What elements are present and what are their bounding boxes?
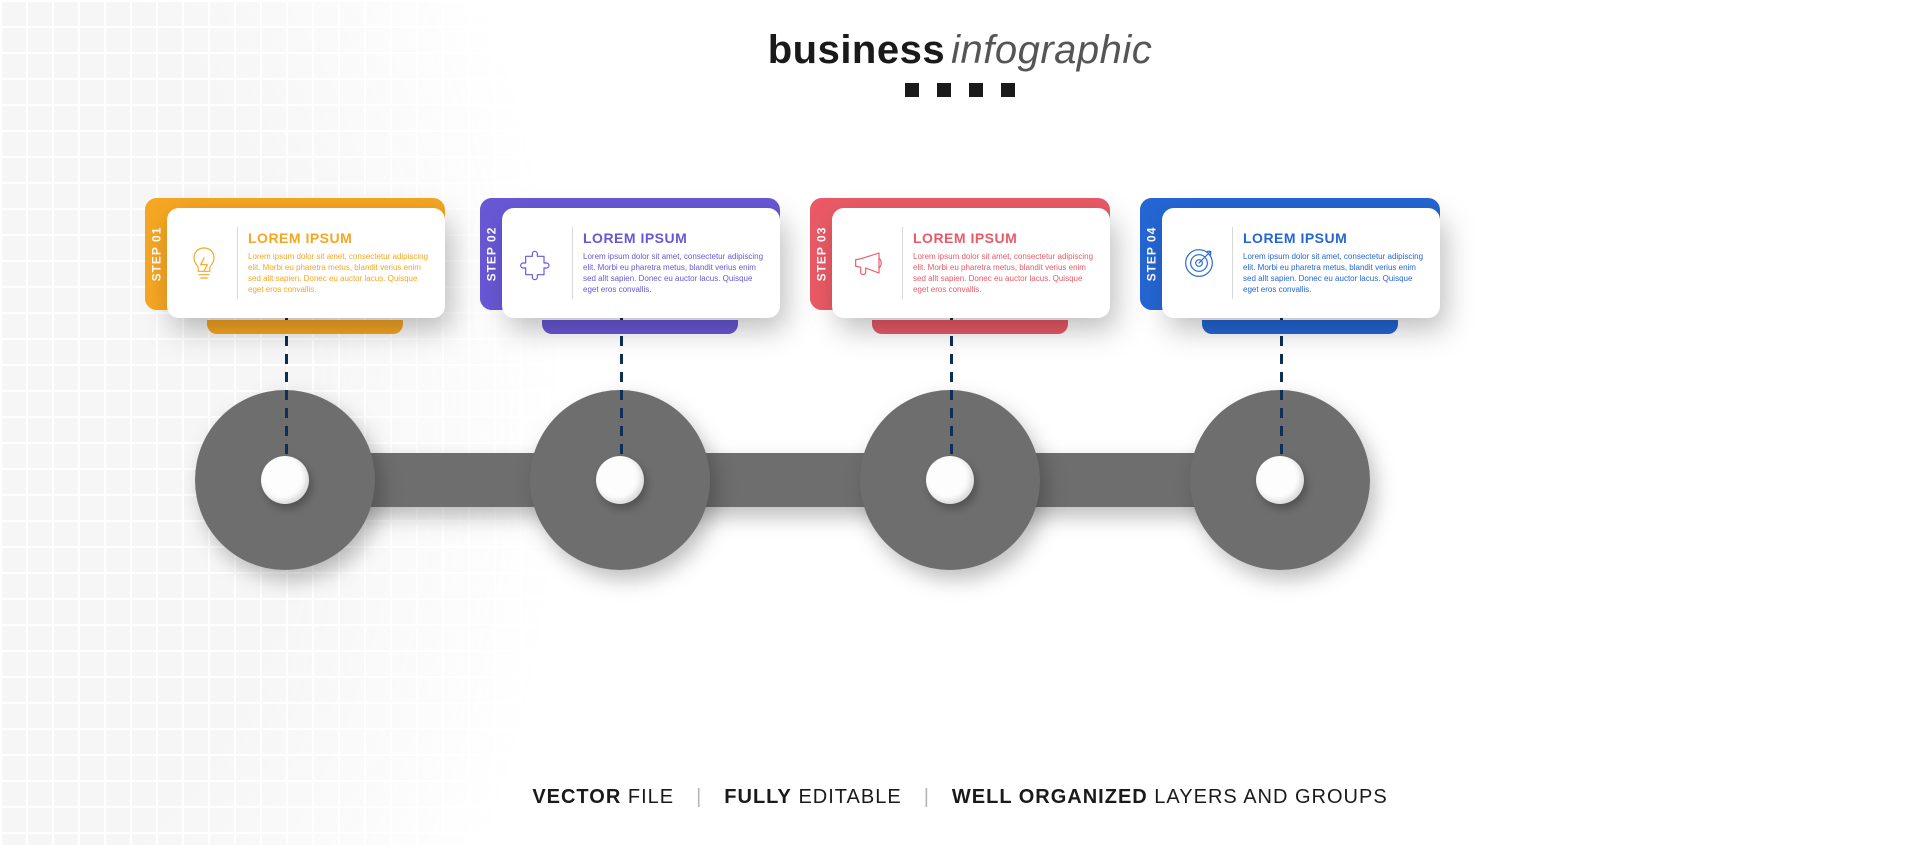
card-underline <box>207 320 403 334</box>
header-dot <box>905 83 919 97</box>
card-divider <box>1232 227 1233 299</box>
card-title: LOREM IPSUM <box>913 230 1096 246</box>
card-front: LOREM IPSUM Lorem ipsum dolor sit amet, c… <box>167 208 445 318</box>
card-title: LOREM IPSUM <box>1243 230 1426 246</box>
card-title: LOREM IPSUM <box>248 230 431 246</box>
step-tab: STEP 03 <box>810 198 832 310</box>
card-body: LOREM IPSUM Lorem ipsum dolor sit amet, c… <box>248 230 431 295</box>
card-body: LOREM IPSUM Lorem ipsum dolor sit amet, c… <box>913 230 1096 295</box>
card-title: LOREM IPSUM <box>583 230 766 246</box>
dash-line <box>1280 318 1283 456</box>
card-underline <box>542 320 738 334</box>
step-card: STEP 03 LOREM IPSUM Lorem ipsum dolor sit … <box>810 198 1110 326</box>
step-label: STEP 04 <box>1144 227 1158 282</box>
card-underline <box>872 320 1068 334</box>
infographic-canvas: businessinfographic STEP 01 LOREM IPSUM Lo… <box>0 0 1920 845</box>
puzzle-icon <box>512 243 566 283</box>
header-dot <box>1001 83 1015 97</box>
card-body: LOREM IPSUM Lorem ipsum dolor sit amet, c… <box>1243 230 1426 295</box>
header-dot <box>969 83 983 97</box>
step-tab: STEP 04 <box>1140 198 1162 310</box>
step-tab: STEP 02 <box>480 198 502 310</box>
track-node-dot <box>1256 456 1304 504</box>
step-tab: STEP 01 <box>145 198 167 310</box>
header-dot <box>937 83 951 97</box>
card-front: LOREM IPSUM Lorem ipsum dolor sit amet, c… <box>1162 208 1440 318</box>
page-title: businessinfographic <box>0 28 1920 73</box>
footer-sep: | <box>696 786 702 808</box>
card-front: LOREM IPSUM Lorem ipsum dolor sit amet, c… <box>502 208 780 318</box>
header: businessinfographic <box>0 28 1920 97</box>
step-card: STEP 01 LOREM IPSUM Lorem ipsum dolor sit … <box>145 198 445 326</box>
track-node-dot <box>926 456 974 504</box>
card-divider <box>237 227 238 299</box>
footer-bold: FULLY <box>724 786 792 808</box>
step-label: STEP 03 <box>814 227 828 282</box>
card-text: Lorem ipsum dolor sit amet, consectetur … <box>913 252 1096 295</box>
step-label: STEP 01 <box>149 227 163 282</box>
dash-line <box>285 318 288 456</box>
footer-light: FILE <box>621 786 674 808</box>
step-label: STEP 02 <box>484 227 498 282</box>
header-dots <box>0 83 1920 97</box>
card-divider <box>902 227 903 299</box>
footer-light: EDITABLE <box>792 786 902 808</box>
megaphone-icon <box>842 243 896 283</box>
footer: VECTOR FILE | FULLY EDITABLE | WELL ORGANIZE… <box>0 786 1920 809</box>
footer-sep: | <box>924 786 930 808</box>
step-card: STEP 02 LOREM IPSUM Lorem ipsum dolor sit … <box>480 198 780 326</box>
track-node-dot <box>596 456 644 504</box>
bulb-icon <box>177 243 231 283</box>
title-word-2: infographic <box>951 28 1152 72</box>
dash-line <box>950 318 953 456</box>
step-card: STEP 04 LOREM IPSUM Lorem ipsum dolor sit … <box>1140 198 1440 326</box>
target-icon <box>1172 243 1226 283</box>
card-underline <box>1202 320 1398 334</box>
card-text: Lorem ipsum dolor sit amet, consectetur … <box>248 252 431 295</box>
card-divider <box>572 227 573 299</box>
card-front: LOREM IPSUM Lorem ipsum dolor sit amet, c… <box>832 208 1110 318</box>
track-node-dot <box>261 456 309 504</box>
footer-light: LAYERS AND GROUPS <box>1148 786 1388 808</box>
card-text: Lorem ipsum dolor sit amet, consectetur … <box>583 252 766 295</box>
footer-bold: WELL ORGANIZED <box>952 786 1148 808</box>
timeline-track <box>0 390 1920 570</box>
card-body: LOREM IPSUM Lorem ipsum dolor sit amet, c… <box>583 230 766 295</box>
dash-line <box>620 318 623 456</box>
footer-bold: VECTOR <box>532 786 621 808</box>
card-text: Lorem ipsum dolor sit amet, consectetur … <box>1243 252 1426 295</box>
title-word-1: business <box>768 28 945 72</box>
